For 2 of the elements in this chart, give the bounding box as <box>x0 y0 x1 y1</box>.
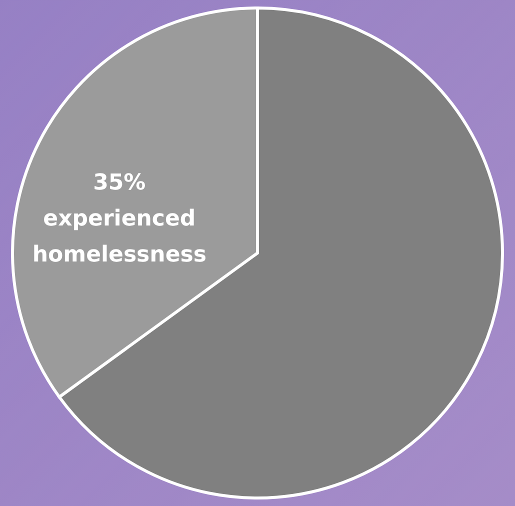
slice-label: experienced homelessness <box>32 206 206 268</box>
data-label: 35% <box>93 170 146 196</box>
